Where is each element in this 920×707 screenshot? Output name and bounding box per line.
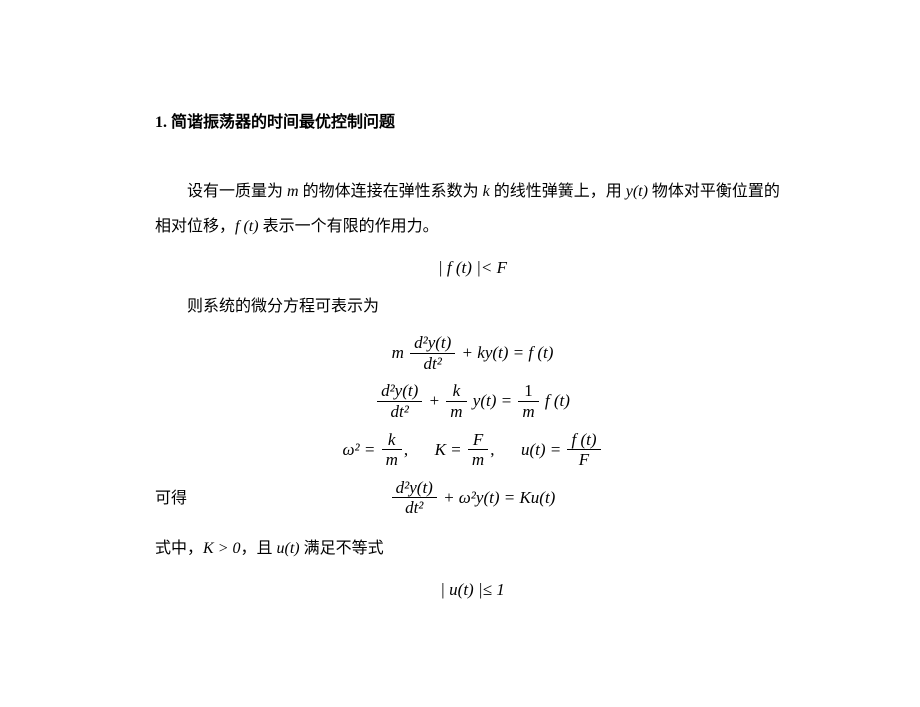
fraction: d²y(t) dt² (377, 382, 422, 422)
numerator: F (468, 431, 488, 451)
denominator: m (468, 450, 488, 470)
equation-3: d²y(t) dt² + k m y(t) = 1 m f (t) (155, 382, 790, 422)
equation-6: | u(t) |≤ 1 (155, 576, 790, 603)
equation-5: d²y(t) dt² + ω²y(t) = Ku(t) (275, 479, 670, 519)
fraction: F m (468, 431, 488, 471)
numerator: f (t) (567, 431, 600, 451)
equation-1: | f (t) |< F (155, 254, 790, 281)
document-page: 1. 简谐振荡器的时间最优控制问题 设有一质量为 m 的物体连接在弹性系数为 k… (0, 0, 920, 603)
sym-m: m (287, 183, 299, 200)
text: f (t) (545, 391, 570, 410)
text: 的线性弹簧上，用 (490, 183, 626, 200)
comma: , (404, 439, 408, 458)
comma: , (490, 439, 494, 458)
numerator: k (446, 382, 466, 402)
denominator: m (446, 402, 466, 422)
text: + ky(t) = f (t) (462, 343, 554, 362)
text: y(t) = (473, 391, 512, 410)
text: K = (435, 439, 462, 458)
label-kede: 可得 (155, 486, 275, 512)
numerator: k (382, 431, 402, 451)
sym-yt: y(t) (626, 183, 648, 200)
denominator: m (382, 450, 402, 470)
text: 满足不等式 (300, 540, 384, 557)
fraction: 1 m (518, 382, 538, 422)
denominator: F (567, 450, 600, 470)
numerator: d²y(t) (410, 334, 455, 354)
equation-2: m d²y(t) dt² + ky(t) = f (t) (155, 334, 790, 374)
denominator: dt² (410, 354, 455, 374)
numerator: 1 (518, 382, 538, 402)
fraction: k m (446, 382, 466, 422)
paragraph-2: 则系统的微分方程可表示为 (155, 289, 790, 324)
text: ω² = (342, 439, 375, 458)
text: u(t) = (521, 439, 561, 458)
paragraph-3: 式中，K > 0，且 u(t) 满足不等式 (155, 531, 790, 566)
denominator: dt² (392, 498, 437, 518)
fraction: d²y(t) dt² (392, 479, 437, 519)
sym-m: m (392, 343, 404, 362)
fraction: k m (382, 431, 402, 471)
text: 的物体连接在弹性系数为 (299, 183, 483, 200)
fraction: d²y(t) dt² (410, 334, 455, 374)
section-heading: 1. 简谐振荡器的时间最优控制问题 (155, 110, 790, 136)
sym-ft: f (t) (235, 218, 259, 235)
fraction: f (t) F (567, 431, 600, 471)
numerator: d²y(t) (392, 479, 437, 499)
sym-k: k (483, 183, 490, 200)
numerator: d²y(t) (377, 382, 422, 402)
text: + ω²y(t) = Ku(t) (443, 488, 555, 507)
paragraph-1: 设有一质量为 m 的物体连接在弹性系数为 k 的线性弹簧上，用 y(t) 物体对… (155, 174, 790, 244)
text: 设有一质量为 (187, 183, 287, 200)
text: 表示一个有限的作用力。 (259, 218, 439, 235)
plus: + (429, 391, 440, 410)
sym-K: K > 0 (203, 540, 240, 557)
sym-ut: u(t) (277, 540, 300, 557)
denominator: dt² (377, 402, 422, 422)
text: 式中， (155, 540, 203, 557)
equation-5-row: 可得 d²y(t) dt² + ω²y(t) = Ku(t) (155, 479, 790, 519)
equation-4: ω² = k m , K = F m , u(t) = f (t) F (155, 431, 790, 471)
text: ，且 (240, 540, 276, 557)
denominator: m (518, 402, 538, 422)
